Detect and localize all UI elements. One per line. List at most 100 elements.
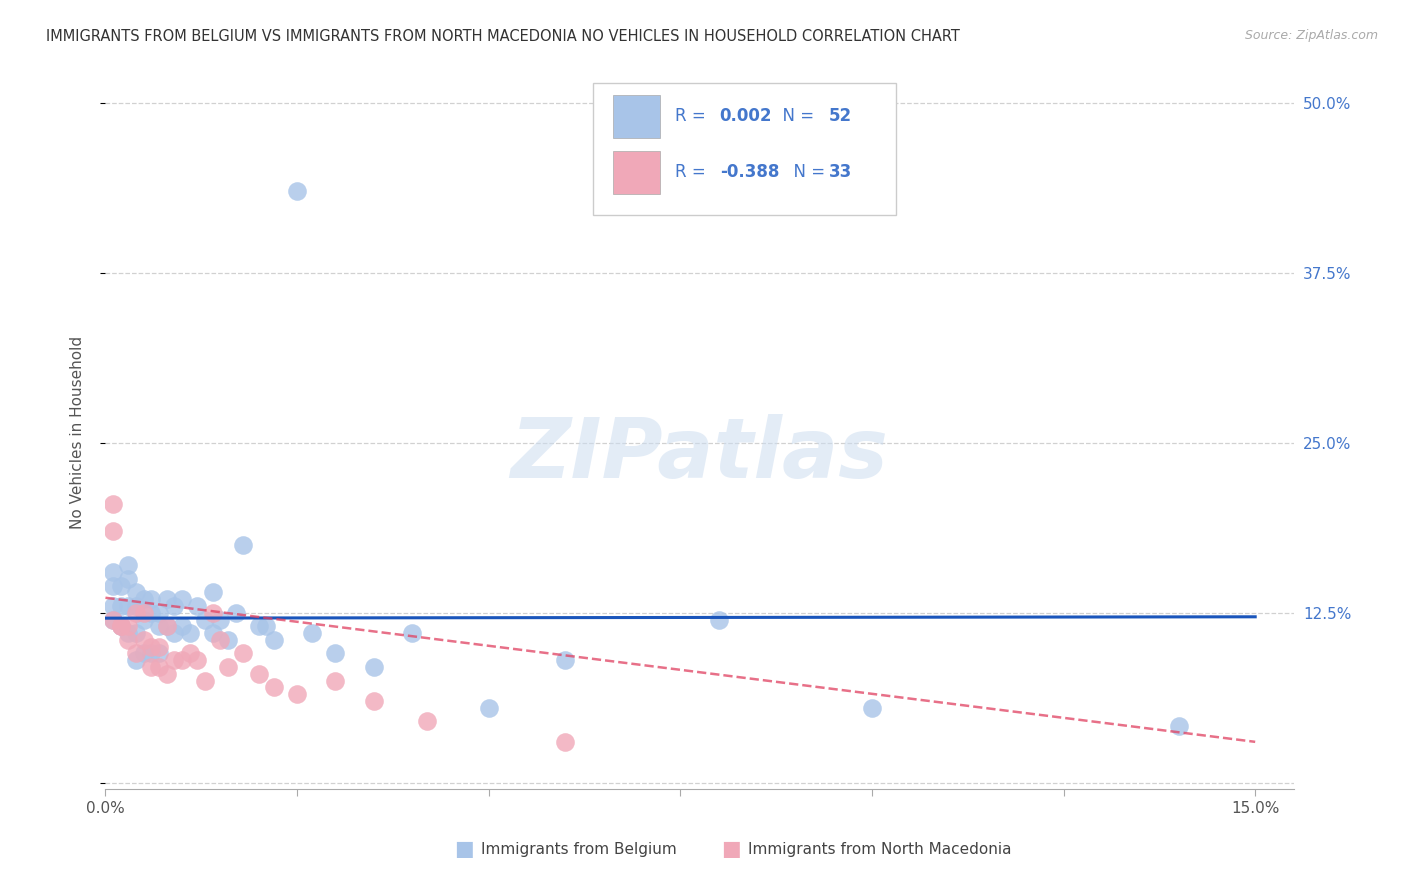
Point xyxy=(141,647,163,661)
Text: Source: ZipAtlas.com: Source: ZipAtlas.com xyxy=(1244,29,1378,42)
Point xyxy=(125,626,148,640)
Point xyxy=(186,599,208,613)
Point xyxy=(156,666,179,681)
Point xyxy=(148,606,170,620)
Point xyxy=(132,647,155,661)
Point xyxy=(201,606,224,620)
Point xyxy=(325,647,347,661)
Point xyxy=(101,565,124,579)
Point xyxy=(110,599,132,613)
Text: R =: R = xyxy=(675,108,716,126)
Text: 0.002: 0.002 xyxy=(720,108,772,126)
Point xyxy=(117,558,139,573)
Point xyxy=(179,626,201,640)
Point xyxy=(194,673,217,688)
Point xyxy=(301,626,323,640)
FancyBboxPatch shape xyxy=(613,151,661,194)
Point xyxy=(117,632,139,647)
Point xyxy=(101,578,124,592)
Point xyxy=(172,653,194,667)
Point xyxy=(263,681,285,695)
Point xyxy=(247,619,270,633)
Text: Immigrants from North Macedonia: Immigrants from North Macedonia xyxy=(748,842,1011,856)
Point xyxy=(172,619,194,633)
Point xyxy=(141,640,163,654)
Point xyxy=(363,694,385,708)
Point xyxy=(163,626,186,640)
Point xyxy=(110,619,132,633)
Point xyxy=(125,653,148,667)
Text: ■: ■ xyxy=(454,839,474,859)
Point xyxy=(201,585,224,599)
Point xyxy=(101,613,124,627)
Point xyxy=(217,632,239,647)
Point xyxy=(125,585,148,599)
Point xyxy=(416,714,439,729)
Point xyxy=(217,660,239,674)
Point xyxy=(148,619,170,633)
Point xyxy=(125,599,148,613)
Point xyxy=(186,653,208,667)
Point xyxy=(225,606,247,620)
Point xyxy=(132,613,155,627)
Point xyxy=(194,613,217,627)
Point xyxy=(401,626,423,640)
Text: N =: N = xyxy=(783,163,830,181)
Point xyxy=(125,606,148,620)
Point xyxy=(156,592,179,607)
Text: ZIPatlas: ZIPatlas xyxy=(510,414,889,494)
Text: N =: N = xyxy=(772,108,820,126)
Text: R =: R = xyxy=(675,163,710,181)
Text: Immigrants from Belgium: Immigrants from Belgium xyxy=(481,842,676,856)
Point xyxy=(325,673,347,688)
Text: 33: 33 xyxy=(830,163,852,181)
Point xyxy=(117,599,139,613)
Point xyxy=(232,647,254,661)
Text: ■: ■ xyxy=(721,839,741,859)
Point xyxy=(156,619,179,633)
Text: -0.388: -0.388 xyxy=(720,163,779,181)
Point xyxy=(148,647,170,661)
Point xyxy=(285,687,308,701)
Point xyxy=(132,592,155,607)
Point xyxy=(172,592,194,607)
Point xyxy=(110,578,132,592)
Point xyxy=(263,632,285,647)
Point xyxy=(132,632,155,647)
Point xyxy=(163,599,186,613)
Point xyxy=(141,660,163,674)
Point xyxy=(117,619,139,633)
Point xyxy=(201,626,224,640)
Point xyxy=(125,647,148,661)
Point xyxy=(117,572,139,586)
Point xyxy=(285,185,308,199)
Y-axis label: No Vehicles in Household: No Vehicles in Household xyxy=(70,336,84,529)
Point xyxy=(247,666,270,681)
Text: 52: 52 xyxy=(830,108,852,126)
Point xyxy=(156,619,179,633)
Point xyxy=(117,626,139,640)
Point xyxy=(232,538,254,552)
FancyBboxPatch shape xyxy=(613,95,661,138)
Point xyxy=(101,613,124,627)
Point xyxy=(141,592,163,607)
Point xyxy=(1167,718,1189,732)
Point xyxy=(148,640,170,654)
Point xyxy=(478,701,501,715)
Point xyxy=(132,606,155,620)
Text: IMMIGRANTS FROM BELGIUM VS IMMIGRANTS FROM NORTH MACEDONIA NO VEHICLES IN HOUSEH: IMMIGRANTS FROM BELGIUM VS IMMIGRANTS FR… xyxy=(46,29,960,44)
Point xyxy=(254,619,277,633)
Point xyxy=(101,599,124,613)
Point xyxy=(163,653,186,667)
Point xyxy=(179,647,201,661)
FancyBboxPatch shape xyxy=(592,83,896,215)
Point xyxy=(363,660,385,674)
Point xyxy=(101,524,124,538)
Point xyxy=(209,613,232,627)
Point xyxy=(110,619,132,633)
Point xyxy=(110,619,132,633)
Point xyxy=(554,653,576,667)
Point xyxy=(707,613,730,627)
Point xyxy=(141,606,163,620)
Point xyxy=(554,735,576,749)
